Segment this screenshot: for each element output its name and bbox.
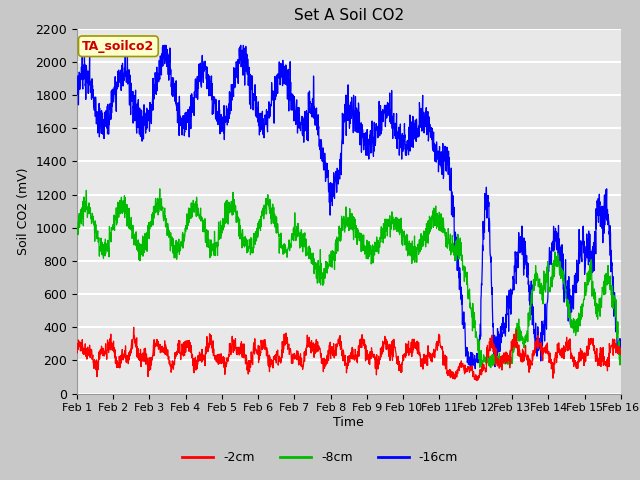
- X-axis label: Time: Time: [333, 416, 364, 429]
- Text: TA_soilco2: TA_soilco2: [82, 40, 154, 53]
- Y-axis label: Soil CO2 (mV): Soil CO2 (mV): [17, 168, 29, 255]
- Title: Set A Soil CO2: Set A Soil CO2: [294, 9, 404, 24]
- Legend: -2cm, -8cm, -16cm: -2cm, -8cm, -16cm: [177, 446, 463, 469]
